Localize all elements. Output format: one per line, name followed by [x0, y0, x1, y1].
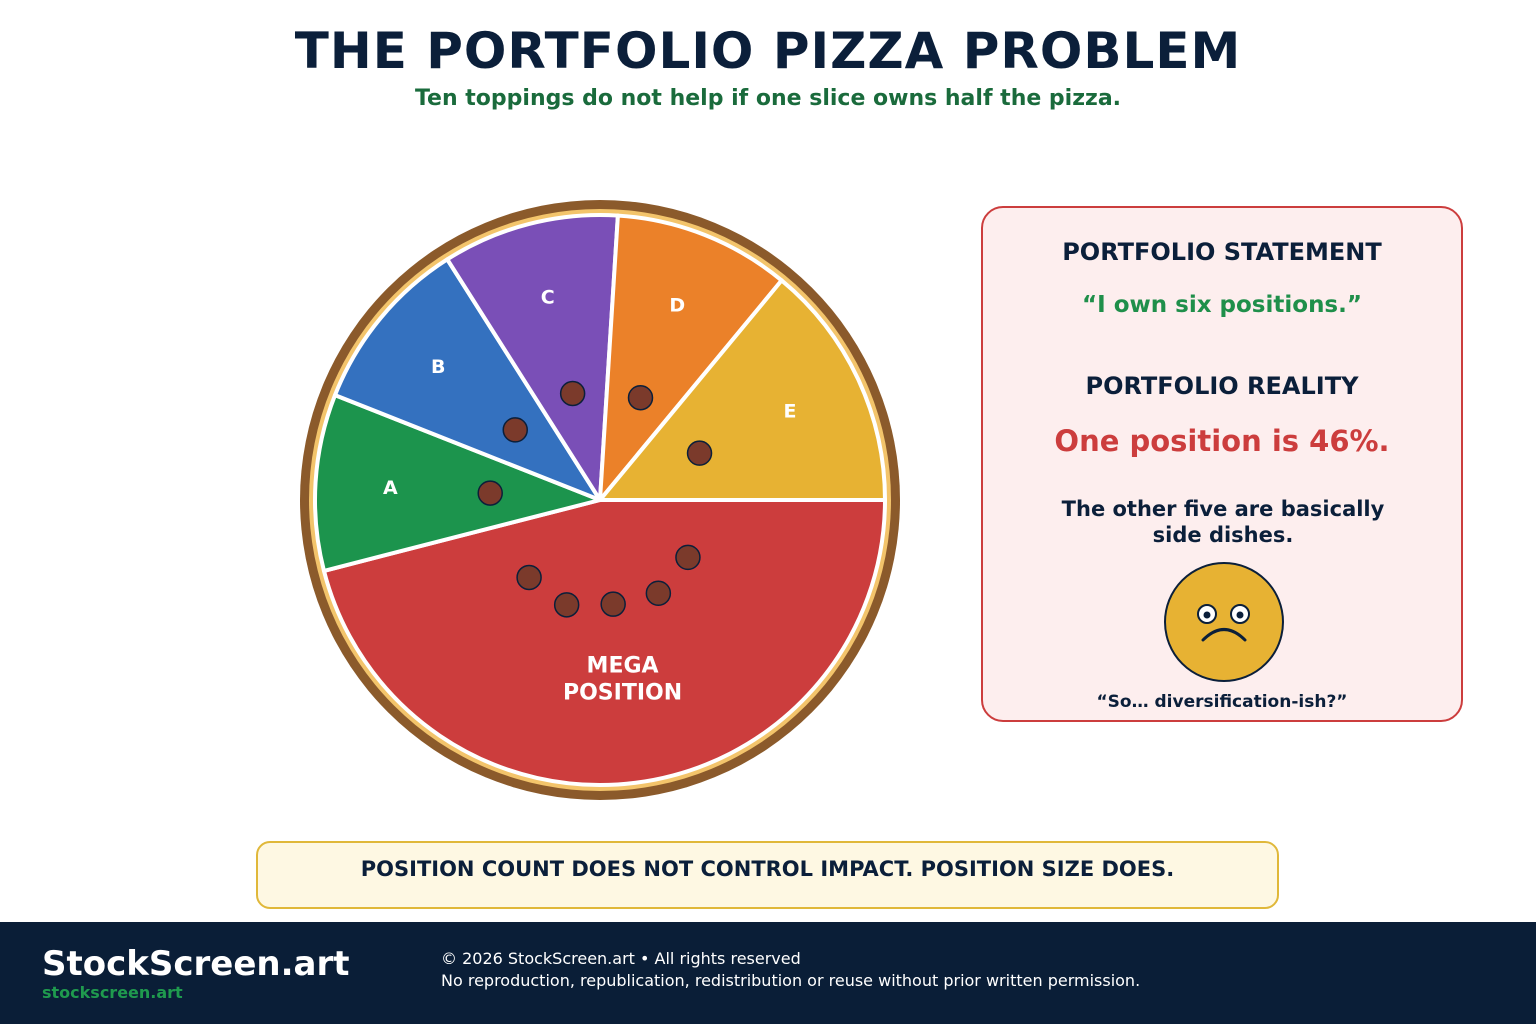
portfolio-panel: PORTFOLIO STATEMENT “I own six positions…	[981, 206, 1463, 722]
pizza-topping	[627, 384, 654, 411]
slice-label-e: E	[784, 401, 797, 423]
pizza-topping	[645, 580, 672, 606]
page-subtitle: Ten toppings do not help if one slice ow…	[414, 86, 1122, 111]
pie-slice-c	[445, 213, 620, 502]
pizza-topping	[502, 417, 528, 443]
pie-slice-a	[313, 393, 602, 573]
pizza-topping	[559, 380, 586, 407]
slice-label-b: B	[431, 356, 445, 378]
footer-copyright: © 2026 StockScreen.art • All rights rese…	[441, 949, 801, 968]
reality-text: One position is 46%.	[1054, 424, 1390, 458]
reality-heading: PORTFOLIO REALITY	[1085, 372, 1359, 400]
statement-heading: PORTFOLIO STATEMENT	[1062, 238, 1382, 266]
footer-brand: StockScreen.art	[42, 944, 350, 984]
slice-label-mega-position: MEGA POSITION	[563, 654, 682, 706]
slice-label-c: C	[541, 287, 555, 309]
pie-slice-mega-position	[321, 498, 887, 787]
pizza-topping	[553, 592, 580, 618]
pizza-topping	[675, 544, 701, 571]
pizza-topping	[600, 591, 626, 617]
reality-note-line1: The other five are basically	[1061, 497, 1385, 521]
page-title: THE PORTFOLIO PIZZA PROBLEM	[294, 22, 1242, 80]
footer-url: stockscreen.art	[42, 983, 183, 1002]
statement-quote: “I own six positions.”	[1082, 292, 1362, 318]
key-message-banner: POSITION COUNT DOES NOT CONTROL IMPACT. …	[256, 841, 1279, 909]
portfolio-pizza-chart: MEGA POSITION A B C D E	[300, 200, 900, 800]
slice-label-a: A	[383, 477, 398, 499]
pizza-topping	[477, 480, 503, 506]
slice-label-d: D	[669, 295, 685, 317]
footer-notice: No reproduction, republication, redistri…	[441, 971, 1141, 990]
panel-caption: “So… diversification-ish?”	[1096, 692, 1348, 712]
pie-slice-e	[598, 278, 887, 502]
pie-slice-b	[333, 257, 602, 502]
pizza-topping	[516, 564, 542, 591]
worried-face-icon	[1164, 562, 1284, 682]
pie-slice-d	[598, 213, 784, 502]
footer: StockScreen.art stockscreen.art © 2026 S…	[0, 922, 1536, 1024]
reality-note-line2: side dishes.	[1152, 523, 1294, 547]
pizza-topping	[686, 440, 713, 466]
